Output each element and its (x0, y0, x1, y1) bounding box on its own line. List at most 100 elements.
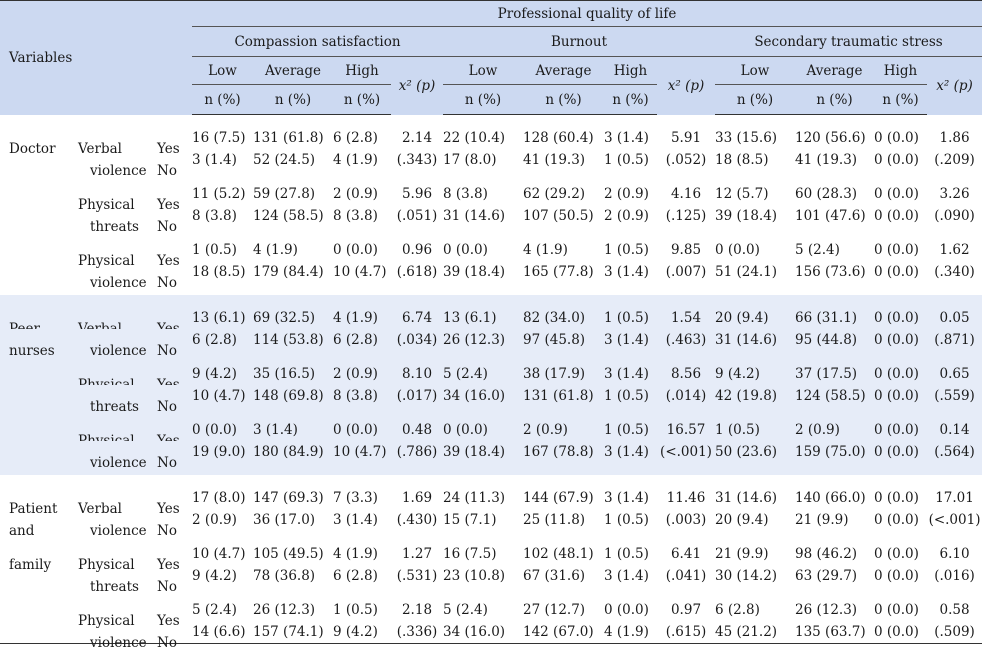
sts-value-cell: 0 (0.0) (715, 242, 760, 258)
group-cs-label: Compassion satisfaction (234, 33, 401, 50)
sts-chi-cell: 1.62 (939, 242, 970, 258)
spacer-row (0, 115, 982, 128)
table-row: threats No 8 (3.8) 124 (58.5) 8 (3.8) (.051) 3… (0, 205, 982, 235)
cs-value-cell: 6 (2.8) (333, 329, 391, 351)
cs-chi-cell: (.051) (396, 208, 438, 224)
sts-value-cell: 33 (15.6) (715, 130, 778, 146)
table-row: Patient Verbal Yes 17 (8.0) 147 (69.3) 7 (3.3… (0, 487, 982, 517)
bo-value-cell: 8 (3.8) (443, 186, 488, 202)
table-row: family Physical Yes 10 (4.7) 105 (49.5) 4 (1.… (0, 543, 982, 573)
bo-value-cell: 1 (0.5) (604, 419, 657, 441)
bo-value-cell: 0 (0.0) (604, 602, 649, 618)
bo-value-cell: 1 (0.5) (604, 152, 649, 168)
spacer-cell (0, 283, 982, 295)
category-label: violence (90, 343, 147, 359)
cs-chi-cell: 0.48 (391, 419, 443, 441)
bo-value-cell: 102 (48.1) (523, 546, 594, 562)
spacer-row (0, 407, 982, 419)
yes-label: Yes (157, 557, 180, 573)
sts-value-cell: 51 (24.1) (715, 264, 778, 280)
category-label: violence (90, 275, 147, 291)
cs-chi-cell: (.034) (391, 329, 443, 351)
cs-value-cell: 1 (0.5) (333, 602, 378, 618)
sts-value-cell: 20 (9.4) (715, 512, 769, 528)
sts-value-cell: 9 (4.2) (715, 363, 795, 385)
cs-value-cell: 8 (3.8) (333, 385, 391, 407)
sts-value-cell: 21 (9.9) (715, 546, 769, 562)
spacer-row (0, 295, 982, 307)
sts-value-cell: 6 (2.8) (715, 602, 760, 618)
sts-chi-cell: (<.001) (928, 512, 981, 528)
bo-value-cell: 1 (0.5) (604, 307, 657, 329)
bo-value-cell: 41 (19.3) (523, 152, 586, 168)
sts-value-cell: 0 (0.0) (874, 602, 919, 618)
unit-cell: n (%) (523, 84, 604, 115)
bo-value-cell: 131 (61.8) (523, 385, 604, 407)
bo-chi-cell: 6.41 (670, 546, 702, 562)
spacer-cell (0, 295, 982, 307)
bo-value-cell: 5 (2.4) (443, 363, 523, 385)
sts-value-cell: 0 (0.0) (874, 546, 919, 562)
bo-high-header: High (604, 56, 657, 85)
sts-value-cell: 0 (0.0) (874, 441, 927, 463)
sts-chi-label: x² (p) (936, 77, 973, 94)
table-row: PeerVerbalYes13 (6.1)69 (32.5)4 (1.9)6.7… (0, 307, 982, 337)
spacer-row (0, 531, 982, 543)
bo-chi-cell: 9.85 (670, 242, 702, 258)
category-label: threats (90, 399, 139, 415)
row-label-cell: violence No (0, 149, 192, 179)
unit-cell: n (%) (604, 84, 657, 115)
bo-value-cell: 128 (60.4) (523, 130, 594, 146)
sts-chi-cell: 0.65 (927, 363, 982, 385)
sts-value-cell: 140 (66.0) (795, 490, 866, 506)
cs-value-cell: 9 (4.2) (192, 568, 237, 584)
cs-chi-cell: (.430) (396, 512, 438, 528)
bo-chi-cell: (<.001) (657, 441, 715, 463)
no-label: No (157, 219, 177, 235)
spacer-row (0, 475, 982, 487)
group-cs-header: Compassion satisfaction (192, 26, 443, 57)
subject-label: Patient (9, 501, 58, 517)
cs-chi-cell: (.336) (391, 621, 443, 644)
table-row: violence No 19 (9.0) 180 (84.9) 10 (4.7) (.78… (0, 441, 982, 471)
sts-value-cell: 156 (73.6) (795, 264, 866, 280)
bo-value-cell: 26 (12.3) (443, 329, 523, 351)
no-label: No (157, 455, 177, 471)
cs-value-cell: 1 (0.5) (192, 242, 237, 258)
sts-chi-cell: 17.01 (935, 490, 974, 506)
unit-cell: n (%) (795, 84, 874, 115)
table-row: and violence No 2 (0.9) 36 (17.0) 3 (1.4) (.43… (0, 509, 982, 539)
sts-value-cell: 0 (0.0) (874, 568, 919, 584)
cs-value-cell: 17 (8.0) (192, 490, 246, 506)
cs-value-cell: 10 (4.7) (192, 546, 246, 562)
cs-value-cell: 4 (1.9) (333, 152, 378, 168)
cs-value-cell: 7 (3.3) (333, 490, 378, 506)
yes-label: Yes (157, 253, 180, 269)
sts-chi-cell: (.509) (927, 621, 982, 644)
category-label: violence (90, 455, 147, 471)
cs-value-cell: 4 (1.9) (253, 242, 298, 258)
cs-value-cell: 3 (1.4) (253, 419, 333, 441)
unit-cell: n (%) (253, 84, 333, 115)
cs-value-cell: 180 (84.9) (253, 441, 333, 463)
sts-value-cell: 120 (56.6) (795, 130, 866, 146)
no-label: No (157, 399, 177, 415)
bo-value-cell: 142 (67.0) (523, 621, 604, 644)
bo-chi-cell: 5.91 (670, 130, 702, 146)
table-row: PhysicalYes0 (0.0)3 (1.4)0 (0.0)0.480 (0… (0, 419, 982, 449)
table-row: Doctor Verbal Yes 16 (7.5) 131 (61.8) 6 (2.8)… (0, 127, 982, 157)
sts-value-cell: 39 (18.4) (715, 208, 778, 224)
bo-value-cell: 2 (0.9) (523, 419, 604, 441)
cs-value-cell: 3 (1.4) (192, 152, 237, 168)
bo-value-cell: 25 (11.8) (523, 512, 586, 528)
row-label-cell: and violence No (0, 509, 192, 539)
cs-value-cell: 6 (2.8) (192, 329, 253, 351)
sts-chi-cell: 0.14 (927, 419, 982, 441)
sts-value-cell: 0 (0.0) (874, 152, 919, 168)
cs-high-header: High (333, 56, 391, 85)
spacer-cell (0, 587, 982, 599)
bo-chi-cell: 4.16 (670, 186, 702, 202)
